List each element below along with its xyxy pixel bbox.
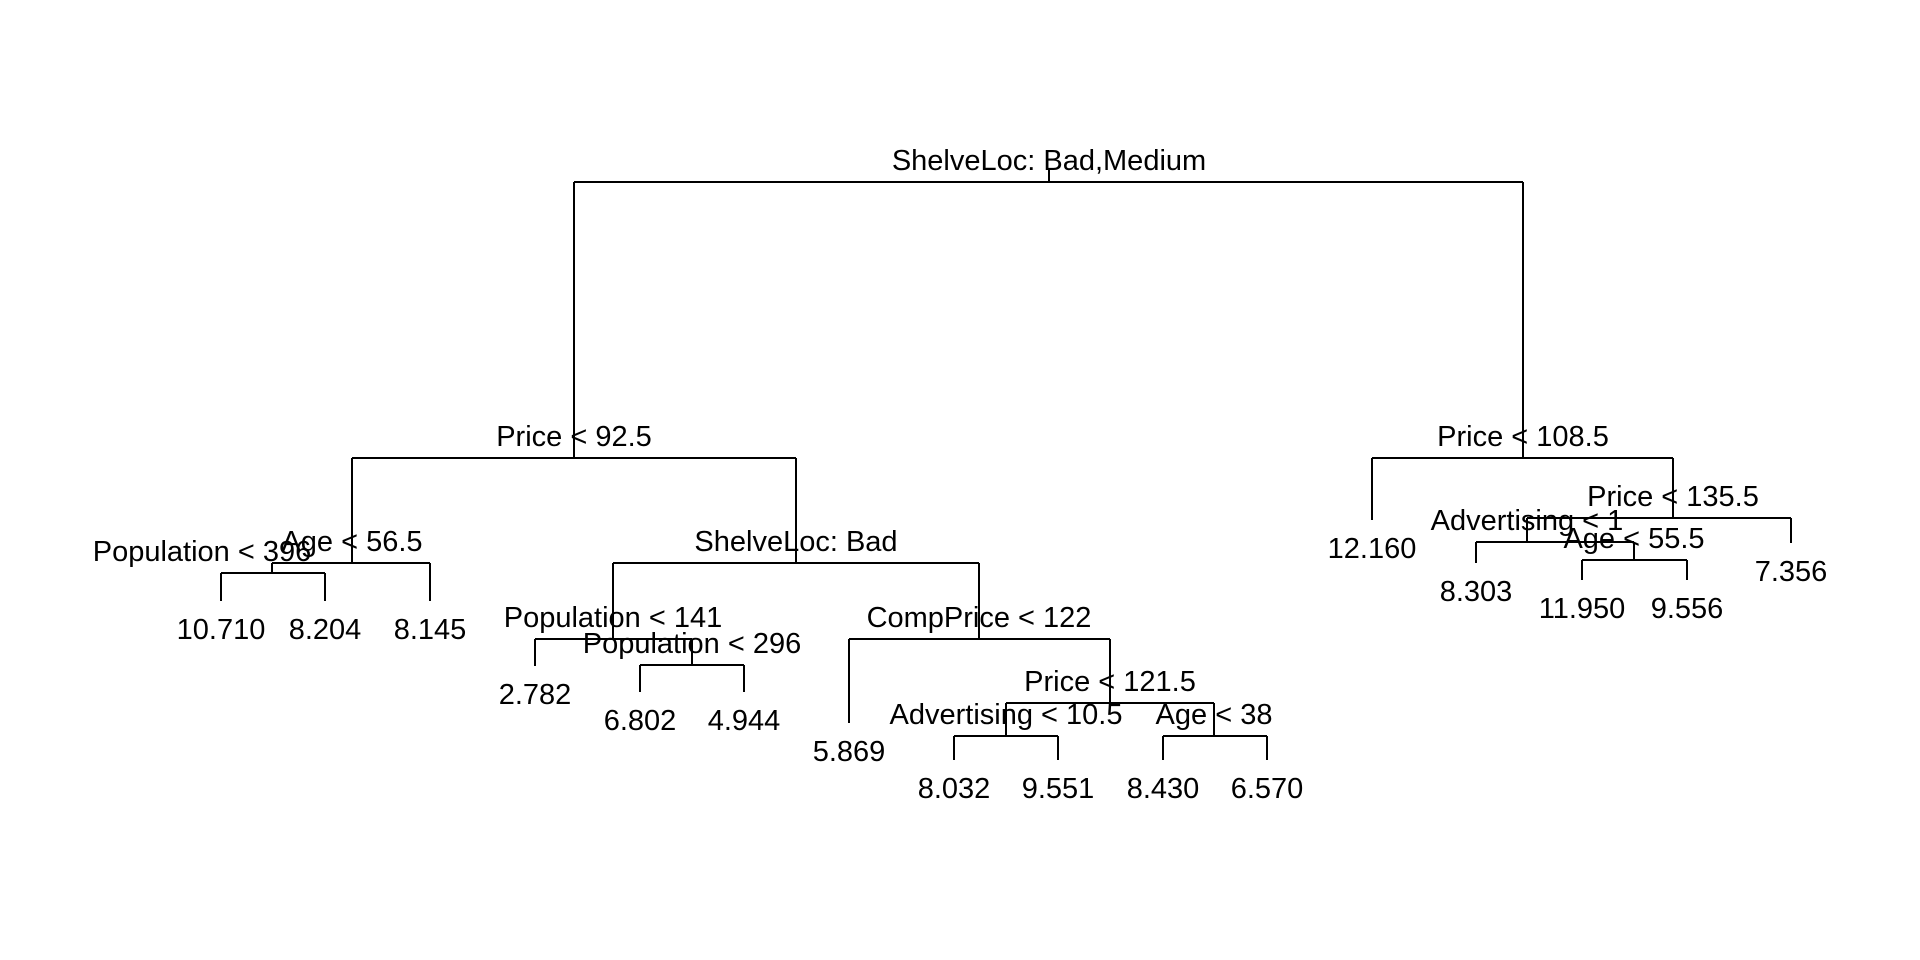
leaf-value: 12.160 [1328,533,1417,565]
leaf-value: 9.551 [1022,773,1095,805]
leaf-value: 7.356 [1755,556,1828,588]
split-label: Age < 38 [1156,699,1273,731]
split-label: Price < 92.5 [496,421,652,453]
split-label: Age < 55.5 [1563,523,1704,555]
leaf-value: 10.710 [177,614,266,646]
leaf-value: 11.950 [1539,593,1626,625]
split-label: ShelveLoc: Bad [694,526,897,558]
split-label: Advertising < 1 [1431,505,1624,537]
leaf-value: 5.869 [813,736,886,768]
split-label: Population < 296 [583,628,802,660]
split-label: Price < 108.5 [1437,421,1609,453]
leaf-value: 6.802 [604,705,677,737]
split-label: Price < 121.5 [1024,666,1196,698]
split-label: Population < 141 [504,602,723,634]
split-label: Population < 396 [93,536,312,568]
split-label: Advertising < 10.5 [890,699,1123,731]
leaf-value: 4.944 [708,705,781,737]
split-label: CompPrice < 122 [867,602,1092,634]
leaf-value: 8.204 [289,614,362,646]
leaf-value: 9.556 [1651,593,1724,625]
split-label: ShelveLoc: Bad,Medium [892,145,1206,177]
split-label: Price < 135.5 [1587,481,1759,513]
split-label: Age < 56.5 [281,526,422,558]
leaf-value: 8.303 [1440,576,1513,608]
leaf-value: 8.430 [1127,773,1200,805]
leaf-value: 8.145 [394,614,467,646]
leaf-value: 8.032 [918,773,991,805]
leaf-value: 2.782 [499,679,572,711]
leaf-value: 6.570 [1231,773,1304,805]
